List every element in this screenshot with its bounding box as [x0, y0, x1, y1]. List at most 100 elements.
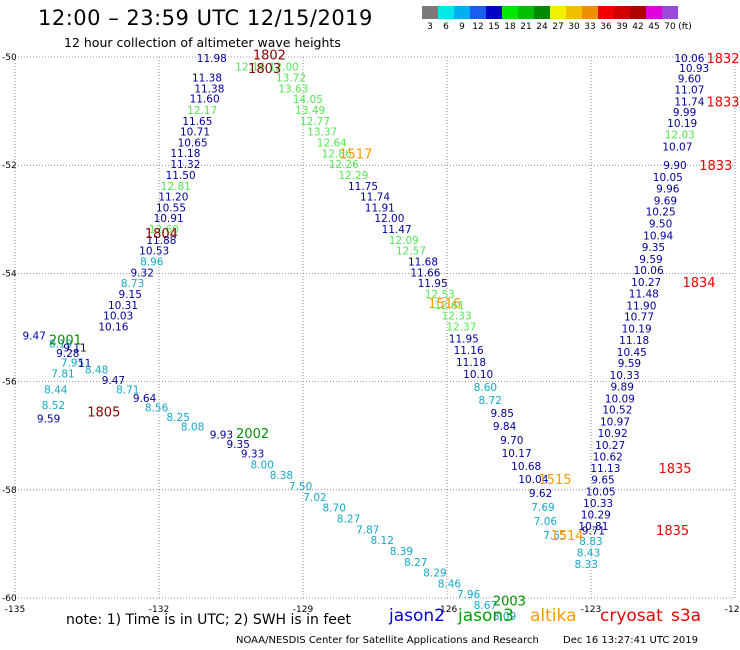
color-scale-swatch — [422, 6, 438, 19]
wave-height-label: 13.63 — [278, 83, 308, 95]
wave-height-label: 12.77 — [300, 116, 330, 128]
wave-height-label: 10.31 — [108, 300, 138, 312]
color-scale-swatch — [470, 6, 486, 19]
wave-height-label: 10.06 — [634, 265, 664, 277]
wave-height-label: 10.03 — [103, 311, 133, 323]
wave-height-label: 7.69 — [531, 502, 554, 514]
legend-item-jason2: jason2 — [389, 606, 445, 626]
wave-height-label: 10.71 — [180, 127, 210, 139]
color-scale-swatch — [438, 6, 454, 19]
wave-height-label: 11.18 — [619, 335, 649, 347]
wave-height-label: 8.43 — [577, 548, 600, 560]
color-scale-label: 36 — [600, 22, 612, 32]
wave-height-label: 12.37 — [446, 321, 476, 333]
wave-height-label: 8.27 — [337, 513, 360, 525]
wave-height-label: 10.19 — [622, 324, 652, 336]
color-scale-swatch — [614, 6, 630, 19]
wave-height-label: 10.81 — [578, 521, 608, 533]
wave-height-label: 7.96 — [457, 589, 481, 601]
pass-time-label: 1802 — [253, 48, 286, 63]
wave-height-label: 9.59 — [37, 413, 60, 425]
pass-time-label: 2003 — [493, 595, 526, 610]
wave-height-label: 9.85 — [491, 408, 514, 420]
pass-time-label: 1833 — [706, 95, 739, 110]
pass-time-label: 2002 — [236, 427, 269, 442]
wave-height-label: 11.91 — [365, 202, 395, 214]
wave-height-label: 9.90 — [663, 160, 686, 172]
pass-time-label: 1834 — [682, 276, 715, 291]
pass-time-label: 1514 — [550, 529, 583, 544]
wave-height-label: 9.99 — [673, 107, 696, 119]
wave-height-label: 10.92 — [598, 428, 628, 440]
wave-height-label: 8.67 — [474, 600, 497, 612]
wave-height-label: 9.59 — [639, 254, 662, 266]
wave-height-label: 8.25 — [167, 412, 190, 424]
color-scale-swatch — [534, 6, 550, 19]
color-scale-label: 6 — [443, 22, 449, 32]
wave-height-label: 9.15 — [119, 289, 142, 301]
wave-height-label: 10.27 — [631, 277, 661, 289]
wave-height-label: 9.11 — [63, 343, 86, 355]
wave-height-label: 7.81 — [51, 368, 74, 380]
wave-height-label: 12.00 — [374, 213, 404, 225]
wave-height-label: 8.72 — [479, 395, 502, 407]
wave-height-label: 7.95 — [61, 358, 84, 370]
wave-height-label: 11.20 — [158, 192, 188, 204]
wave-height-label: 9.47 — [102, 375, 125, 387]
x-tick-label: -135 — [5, 605, 25, 615]
wave-height-label: 11 — [78, 358, 91, 370]
wave-height-label: 8.70 — [323, 503, 346, 515]
wave-height-label: 9.62 — [529, 488, 552, 500]
pass-time-label: 1803 — [248, 62, 281, 77]
wave-height-label: 12.64 — [317, 137, 347, 149]
wave-height-label: 12.00 — [269, 62, 299, 74]
wave-height-label: 14.05 — [293, 94, 323, 106]
wave-height-label: 10.05 — [586, 486, 616, 498]
y-tick-label: -56 — [2, 378, 17, 388]
wave-height-label: 10.33 — [610, 370, 640, 382]
wave-height-label: 13.72 — [276, 73, 306, 85]
wave-height-label: 11.68 — [408, 256, 438, 268]
wave-height-label: 10.07 — [662, 141, 692, 153]
color-scale-label: 39 — [616, 22, 628, 32]
wave-height-label: 9.35 — [642, 242, 665, 254]
wave-height-label: 10.05 — [653, 172, 683, 184]
wave-height-label: 10.29 — [581, 510, 611, 522]
wave-height-label: 12.53 — [425, 289, 455, 301]
color-scale-swatch — [502, 6, 518, 19]
color-scale-swatch — [566, 6, 582, 19]
wave-height-label: 11.07 — [674, 84, 704, 96]
wave-height-label: 10.33 — [583, 498, 613, 510]
wave-height-label: 10.53 — [139, 246, 169, 258]
wave-height-label: 10.19 — [667, 118, 697, 130]
wave-height-label: 10.65 — [178, 137, 208, 149]
wave-height-label: 9.47 — [23, 331, 46, 343]
wave-height-label: 11.95 — [449, 333, 479, 345]
wave-height-label: 11.13 — [590, 463, 620, 475]
color-scale-swatch — [486, 6, 502, 19]
wave-height-label: 9.32 — [131, 267, 154, 279]
wave-height-label: 10.25 — [646, 207, 676, 219]
y-tick-label: -60 — [2, 594, 17, 604]
color-scale-label: 33 — [584, 22, 596, 32]
wave-height-label: 8.52 — [42, 400, 65, 412]
x-tick-label: -120 — [725, 605, 740, 615]
wave-height-label: 11.74 — [360, 192, 390, 204]
wave-height-label: 10.10 — [463, 369, 493, 381]
y-tick-label: -50 — [2, 53, 17, 63]
wave-height-label: 8.12 — [371, 535, 394, 547]
wave-height-label: 10.52 — [602, 405, 632, 417]
wave-height-label: 8.19 — [49, 339, 72, 351]
wave-height-label: 8.27 — [404, 557, 427, 569]
color-scale-swatch — [662, 6, 678, 19]
wave-height-label: 9.60 — [678, 74, 701, 86]
color-scale-swatch — [598, 6, 614, 19]
wave-height-label: 10.09 — [605, 393, 635, 405]
wave-height-label: 9.65 — [591, 475, 614, 487]
wave-height-label: 12.60 — [149, 224, 179, 236]
pass-time-label: 1515 — [538, 473, 571, 488]
wave-height-label: 8.29 — [423, 568, 446, 580]
wave-height-label: 9.33 — [241, 449, 264, 461]
wave-height-label: 12.03 — [665, 129, 695, 141]
